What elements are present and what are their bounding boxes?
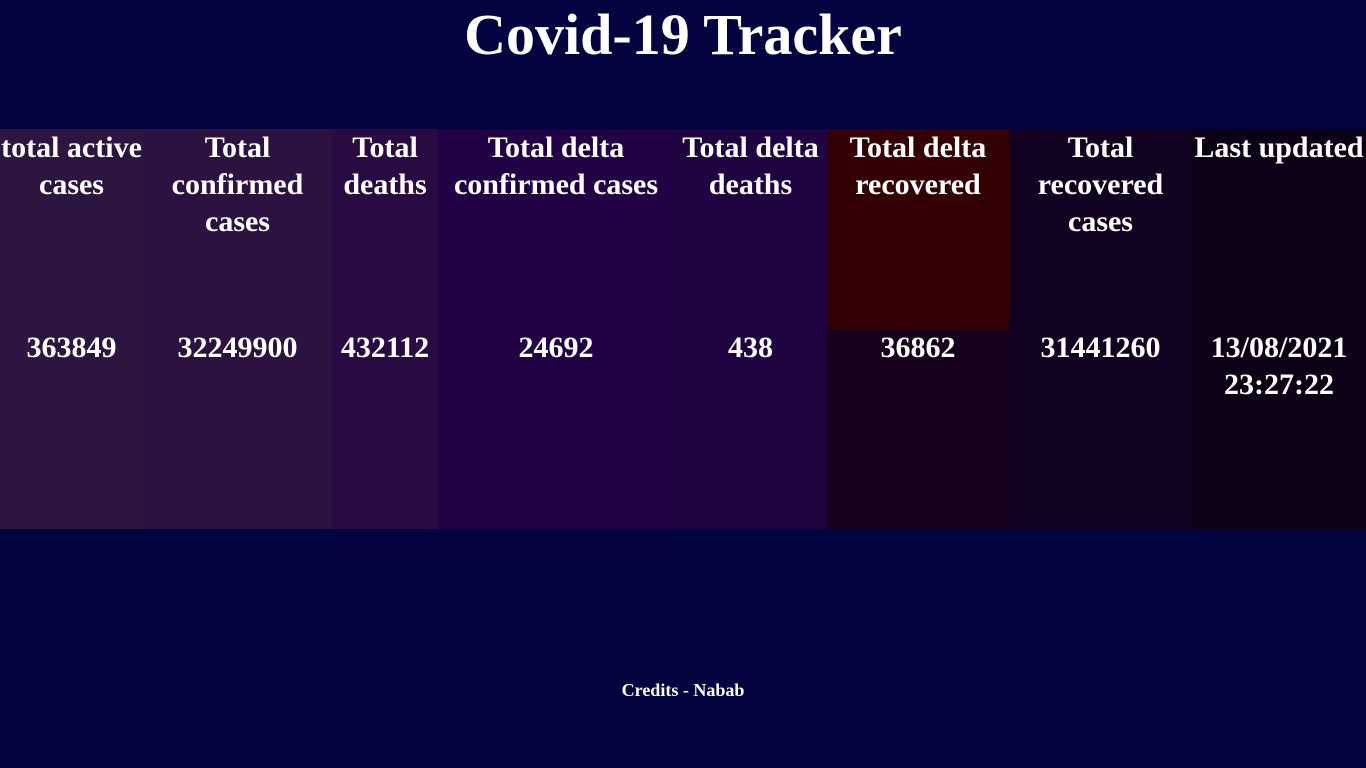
header-total-delta-confirmed-cases: Total delta confirmed cases (438, 129, 674, 329)
header-last-updated: Last updated (1192, 129, 1366, 329)
value-total-confirmed-cases: 32249900 (143, 329, 332, 529)
header-total-confirmed-cases: Total confirmed cases (143, 129, 332, 329)
page-title: Covid-19 Tracker (464, 2, 902, 67)
value-total-recovered-cases: 31441260 (1009, 329, 1192, 529)
header-total-delta-deaths: Total delta deaths (674, 129, 827, 329)
value-total-active-cases: 363849 (0, 329, 143, 529)
header-total-deaths: Total deaths (332, 129, 438, 329)
value-total-deaths: 432112 (332, 329, 438, 529)
value-total-delta-deaths: 438 (674, 329, 827, 529)
value-total-delta-recovered: 36862 (827, 329, 1009, 529)
value-last-updated: 13/08/2021 23:27:22 (1192, 329, 1366, 529)
stats-header-row: total active cases Total confirmed cases… (0, 129, 1366, 329)
header-total-recovered-cases: Total recovered cases (1009, 129, 1192, 329)
value-total-delta-confirmed-cases: 24692 (438, 329, 674, 529)
header-total-delta-recovered: Total delta recovered (827, 129, 1009, 329)
stats-table: total active cases Total confirmed cases… (0, 129, 1366, 529)
credits-footer: Credits - Nabab (621, 680, 745, 700)
stats-value-row: 363849 32249900 432112 24692 438 36862 3… (0, 329, 1366, 529)
header-total-active-cases: total active cases (0, 129, 143, 329)
